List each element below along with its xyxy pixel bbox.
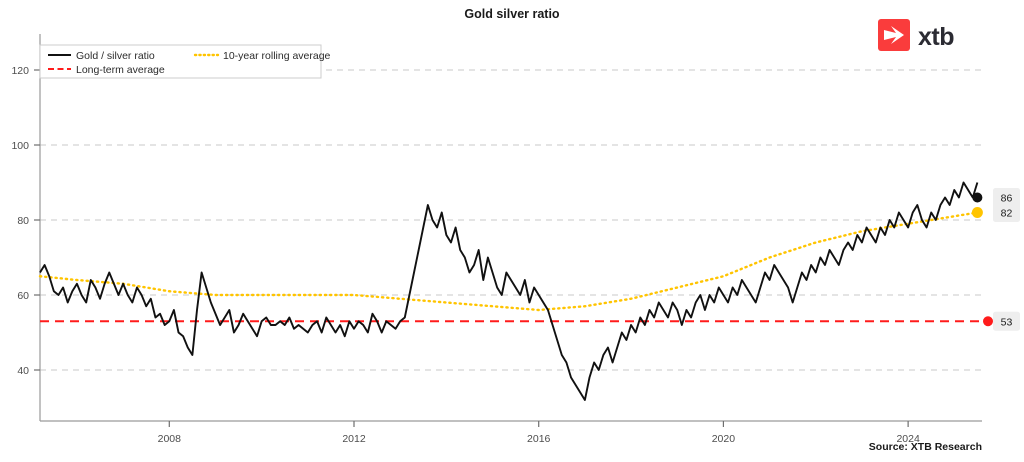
legend-entry[interactable]: Gold / silver ratio xyxy=(48,50,155,62)
ratio-end-value-box xyxy=(993,188,1020,207)
long-term-average-end-value-box xyxy=(993,311,1020,331)
y-tick-label-80: 80 xyxy=(17,215,29,227)
y-tick-label-100: 100 xyxy=(11,140,29,152)
rolling-average-end-marker xyxy=(971,207,983,218)
source-note: Source: XTB Research xyxy=(869,441,982,453)
page-title: Gold silver ratio xyxy=(464,7,560,21)
xtb-arrow-icon xyxy=(884,26,904,44)
rolling-average-end-value-box xyxy=(993,203,1020,222)
legend-label: 10-year rolling average xyxy=(223,50,331,62)
xtb-brand-logo[interactable]: xtb xyxy=(878,19,955,51)
long-term-average-end-marker xyxy=(983,316,993,327)
rolling-average-end-value: 82 xyxy=(993,203,1020,222)
ratio-end-value-text: 86 xyxy=(1001,193,1013,205)
x-tick-label-2012: 2012 xyxy=(342,433,366,445)
x-tick-label-2024: 2024 xyxy=(896,433,920,445)
chart-legend: Gold / silver ratio Long-term average 10-y… xyxy=(39,44,331,79)
y-tick-label-60: 60 xyxy=(17,290,29,302)
y-tick-label-120: 120 xyxy=(11,65,29,77)
long-term-average-end-value: 53 xyxy=(993,311,1020,331)
ratio-end-value: 86 xyxy=(993,188,1020,207)
x-tick-label-2020: 2020 xyxy=(712,433,736,445)
legend-box xyxy=(39,44,322,79)
legend-entry[interactable]: Long-term average xyxy=(48,64,165,76)
x-tick-label-2016: 2016 xyxy=(527,433,551,445)
xtb-brand-text: xtb xyxy=(918,23,954,51)
long-term-average-end-value-text: 53 xyxy=(1001,316,1013,328)
legend-label: Long-term average xyxy=(76,64,165,76)
series-rolling-average xyxy=(38,211,979,312)
x-tick-label-2008: 2008 xyxy=(158,433,182,445)
y-tick-label-40: 40 xyxy=(17,365,29,377)
legend-label: Gold / silver ratio xyxy=(76,50,155,62)
rolling-average-end-value-text: 82 xyxy=(1001,208,1013,220)
ratio-end-marker xyxy=(972,192,983,203)
legend-entry[interactable]: 10-year rolling average xyxy=(193,50,331,62)
series-gold-silver-ratio xyxy=(39,181,979,401)
